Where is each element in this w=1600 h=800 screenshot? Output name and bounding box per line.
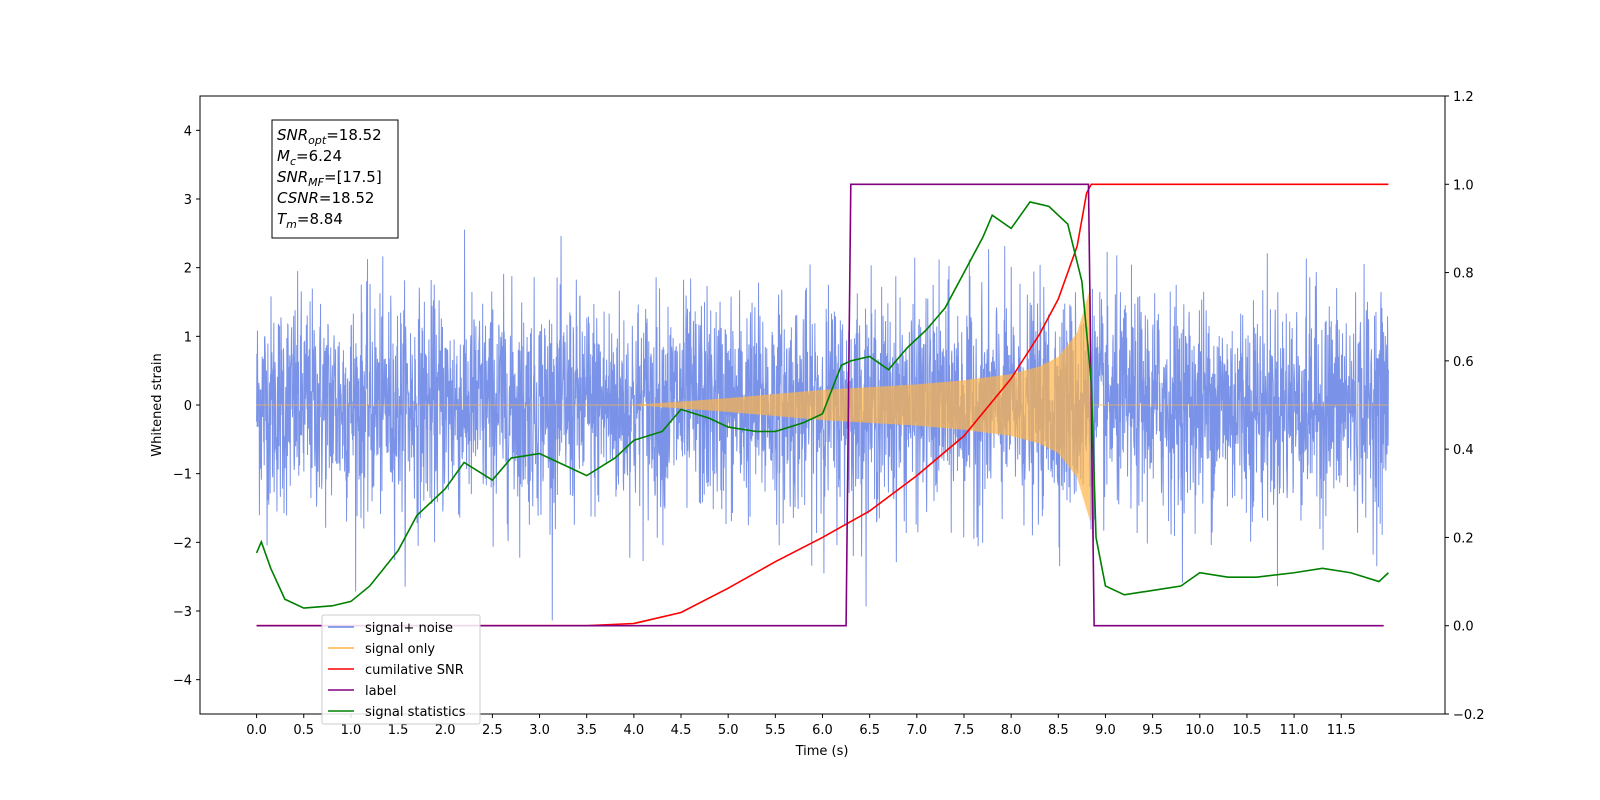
x-axis: 0.0 0.5 1.0 1.5 2.0 2.5 3.0 3.5 4.0 4.5 5.0 5.5 6.0 6… xyxy=(246,714,1356,738)
x-tick-label: 7.5 xyxy=(954,723,975,738)
annotation-line: Tm=8.84 xyxy=(277,210,343,231)
x-tick-label: 8.5 xyxy=(1048,723,1069,738)
x-tick-label: 2.0 xyxy=(435,723,456,738)
x-tick-label: 1.5 xyxy=(388,723,409,738)
x-tick-label: 2.5 xyxy=(482,723,503,738)
x-tick-label: 6.5 xyxy=(859,723,880,738)
y-tick-label: 2 xyxy=(184,262,192,277)
y-tick-label: 3 xyxy=(184,193,192,208)
annotation-line: SNRopt=18.52 xyxy=(277,126,382,147)
x-tick-label: 7.0 xyxy=(906,723,927,738)
x-tick-label: 5.5 xyxy=(765,723,786,738)
y2-tick-label: −0.2 xyxy=(1453,708,1485,723)
x-tick-label: 0.0 xyxy=(246,723,267,738)
y2-tick-label: 0.4 xyxy=(1453,443,1474,458)
x-tick-label: 1.0 xyxy=(341,723,362,738)
legend-item: label xyxy=(328,684,396,699)
y2-tick-label: 1.0 xyxy=(1453,178,1474,193)
series-signal-noise xyxy=(256,229,1389,621)
y2-tick-label: 0.2 xyxy=(1453,531,1474,546)
legend-label: signal+ noise xyxy=(365,621,453,636)
legend-label: signal only xyxy=(365,642,435,657)
legend-item: signal statistics xyxy=(328,705,466,720)
series-cumulative-snr xyxy=(256,183,1389,627)
annotation-frame xyxy=(271,119,399,239)
legend-label: label xyxy=(365,684,396,699)
series-signal-statistics xyxy=(255,201,1389,609)
annotation-line: Mc=6.24 xyxy=(277,147,342,168)
x-tick-label: 11.0 xyxy=(1280,723,1309,738)
y2-tick-label: 0.8 xyxy=(1453,267,1474,282)
annotation-box: SNRopt=18.52Mc=6.24SNRMF=[17.5]CSNR=18.5… xyxy=(271,119,399,239)
x-tick-label: 3.5 xyxy=(576,723,597,738)
x-axis-label: Time (s) xyxy=(795,744,849,759)
y2-tick-label: 0.6 xyxy=(1453,355,1474,370)
y-tick-label: −1 xyxy=(173,468,192,483)
y-tick-label: 1 xyxy=(184,330,192,345)
legend-label: cumilative SNR xyxy=(365,663,464,678)
series-label xyxy=(256,183,1384,627)
x-tick-label: 0.5 xyxy=(293,723,314,738)
y2-tick-label: 0.0 xyxy=(1453,620,1474,635)
y-axis-left: −4 −3 −2 −1 0 1 2 3 4 xyxy=(173,124,200,689)
legend-label: signal statistics xyxy=(365,705,466,720)
annotation-line: SNRMF=[17.5] xyxy=(277,168,382,189)
legend-frame xyxy=(321,614,481,725)
annotation-line: CSNR=18.52 xyxy=(277,189,374,207)
y-tick-label: −4 xyxy=(173,674,192,689)
legend-item: cumilative SNR xyxy=(328,663,464,678)
x-tick-label: 9.5 xyxy=(1142,723,1163,738)
series-layer xyxy=(255,183,1389,627)
x-tick-label: 3.0 xyxy=(529,723,550,738)
x-tick-label: 4.5 xyxy=(671,723,692,738)
x-tick-label: 4.0 xyxy=(624,723,645,738)
x-tick-label: 8.0 xyxy=(1001,723,1022,738)
x-tick-label: 6.0 xyxy=(812,723,833,738)
x-tick-label: 10.5 xyxy=(1232,723,1261,738)
y-axis-right: −0.2 0.0 0.2 0.4 0.6 0.8 1.0 1.2 xyxy=(1445,90,1485,723)
legend-item: signal only xyxy=(328,642,435,657)
y-tick-label: −2 xyxy=(173,536,192,551)
y-axis-label: Whitened strain xyxy=(150,353,165,456)
legend-item: signal+ noise xyxy=(328,621,453,636)
x-tick-label: 11.5 xyxy=(1327,723,1356,738)
series-signal-only xyxy=(256,288,1389,521)
y-tick-label: −3 xyxy=(173,605,192,620)
x-tick-label: 5.0 xyxy=(718,723,739,738)
x-tick-label: 9.0 xyxy=(1095,723,1116,738)
y-tick-label: 4 xyxy=(184,124,192,139)
legend: signal+ noise signal only cumilative SNR la… xyxy=(321,614,481,725)
y-tick-label: 0 xyxy=(184,399,192,414)
y2-tick-label: 1.2 xyxy=(1453,90,1474,105)
x-tick-label: 10.0 xyxy=(1185,723,1214,738)
